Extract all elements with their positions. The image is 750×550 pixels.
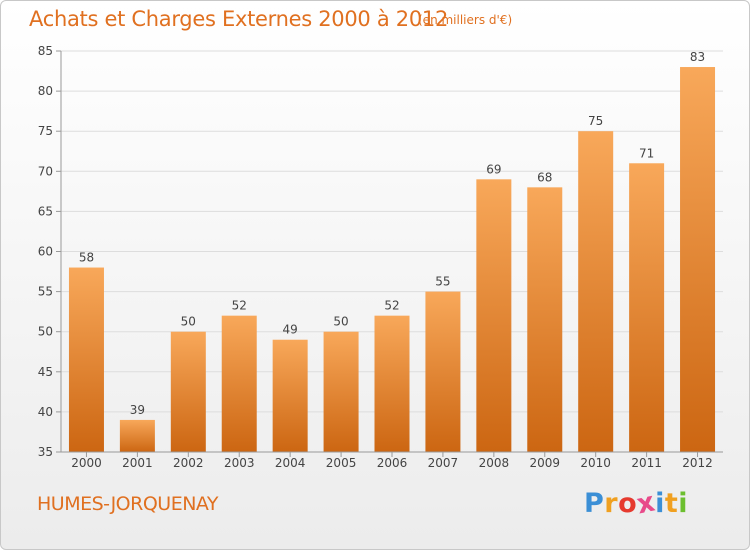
x-tick-label: 2010	[580, 456, 611, 470]
data-label: 58	[79, 251, 94, 265]
x-tick-label: 2000	[71, 456, 102, 470]
bar	[272, 339, 308, 452]
x-tick-label: 2002	[173, 456, 204, 470]
bar	[68, 267, 104, 452]
x-tick-label: 2003	[224, 456, 255, 470]
bar	[527, 187, 563, 452]
bar	[680, 67, 716, 452]
x-tick-label: 2008	[479, 456, 510, 470]
y-tick-label: 85	[38, 44, 53, 58]
bar	[578, 131, 614, 452]
logo-letter: o	[618, 488, 638, 519]
y-tick-label: 35	[38, 445, 53, 459]
data-label: 55	[435, 275, 450, 289]
x-tick-label: 2006	[377, 456, 408, 470]
data-label: 68	[537, 170, 552, 184]
bar	[170, 331, 206, 452]
proxiti-logo[interactable]: Proxiti	[584, 486, 689, 520]
y-tick-label: 75	[38, 124, 53, 138]
data-label: 49	[283, 323, 298, 337]
y-tick-label: 45	[38, 365, 53, 379]
x-tick-label: 2001	[122, 456, 153, 470]
data-label: 50	[333, 315, 348, 329]
y-tick-label: 70	[38, 164, 53, 178]
logo-letter: P	[584, 488, 605, 519]
x-tick-label: 2009	[529, 456, 560, 470]
bar	[323, 331, 359, 452]
logo-letter: i	[655, 488, 665, 519]
bar	[476, 179, 512, 452]
y-tick-label: 40	[38, 405, 53, 419]
data-label: 69	[486, 162, 501, 176]
y-tick-label: 60	[38, 245, 53, 259]
bar	[374, 315, 410, 452]
bars	[68, 67, 716, 452]
data-label: 71	[639, 146, 654, 160]
data-label: 75	[588, 114, 603, 128]
y-tick-label: 80	[38, 84, 53, 98]
bar	[119, 419, 155, 452]
commune-name: HUMES-JORQUENAY	[37, 493, 219, 515]
axes	[56, 50, 723, 457]
bar	[425, 291, 461, 452]
logo-letter: r	[604, 488, 619, 519]
data-label: 52	[384, 299, 399, 313]
data-label: 83	[690, 50, 705, 64]
data-label: 39	[130, 403, 145, 417]
unit-note: (en milliers d'€)	[418, 13, 513, 27]
x-tick-label: 2011	[631, 456, 662, 470]
labels: 35 40 45 50 55 60 65 70 75 80 85 58 2000 39 2001 50 2002…	[38, 44, 713, 470]
logo-letter: i	[678, 488, 689, 519]
x-tick-label: 2012	[682, 456, 713, 470]
bar	[629, 163, 665, 452]
logo-letter: t	[664, 488, 679, 519]
bar	[221, 315, 257, 452]
data-label: 52	[232, 299, 247, 313]
y-tick-label: 50	[38, 325, 53, 339]
y-tick-label: 55	[38, 285, 53, 299]
data-label: 50	[181, 315, 196, 329]
chart-title: Achats et Charges Externes 2000 à 2012	[29, 7, 449, 31]
x-tick-label: 2005	[326, 456, 357, 470]
x-tick-label: 2007	[428, 456, 459, 470]
x-tick-label: 2004	[275, 456, 306, 470]
y-tick-label: 65	[38, 204, 53, 218]
